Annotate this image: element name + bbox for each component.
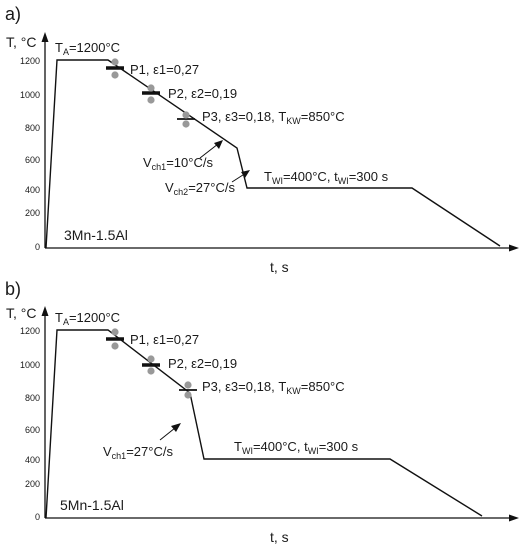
panel-b-pass-3-roll-bottom — [184, 391, 192, 399]
panel-a-x-axis-arrow — [509, 244, 519, 252]
panel-a-pass-3-label: P3, ε3=0,18, TKW=850°C — [202, 109, 345, 126]
panel-b-y-tick: 600 — [25, 425, 40, 435]
panel-b-pass-3-label: P3, ε3=0,18, TKW=850°C — [202, 379, 345, 396]
panel-a-pass-2-label: P2, ε2=0,19 — [168, 86, 237, 101]
panel-b-pass-1-marker — [106, 328, 124, 350]
panel-b-y-tick: 0 — [35, 512, 40, 522]
panel-b-pass-2-marker — [142, 355, 160, 375]
panel-a-cooling-rate-1-arrow — [199, 143, 219, 159]
panel-b-pass-1-roll-bottom — [111, 342, 119, 350]
panel-a-austenitization-label: TA=1200°C — [55, 40, 120, 57]
panel-a-pass-1-roll-top — [111, 58, 119, 66]
panel-a-pass-2-roll-bottom — [147, 96, 155, 104]
panel-a-cooling-rate-1-arrowhead — [214, 140, 223, 149]
panel-b-label: b) — [5, 279, 21, 299]
panel-a-y-tick: 0 — [35, 242, 40, 252]
panel-a-y-tick: 600 — [25, 155, 40, 165]
panel-b-y-axis-arrow — [41, 306, 49, 316]
panel-a-pass-1-label: P1, ε1=0,27 — [130, 62, 199, 77]
panel-a-y-axis-arrow — [41, 32, 49, 42]
panel-b-pass-1-label: P1, ε1=0,27 — [130, 332, 199, 347]
panel-a-y-tick: 200 — [25, 208, 40, 218]
panel-a-pass-3-roll-bottom — [182, 120, 190, 128]
panel-b-austenitization-label: TA=1200°C — [55, 310, 120, 327]
panel-b-material-label: 5Mn-1.5Al — [60, 497, 124, 513]
panel-b-pass-3-marker — [179, 381, 197, 399]
panel-a-x-axis-label: t, s — [270, 259, 289, 275]
panel-b: b) T, °C t, s 0 200 400 600 800 1000 120… — [5, 279, 519, 545]
panel-a-pass-3-roll-top — [182, 111, 190, 119]
panel-b-pass-2-label: P2, ε2=0,19 — [168, 356, 237, 371]
panel-b-pass-1-roll-top — [111, 328, 119, 336]
panel-a-y-ticks: 0 200 400 600 800 1000 1200 — [20, 56, 40, 252]
panel-a-pass-2-roll-top — [147, 84, 155, 92]
panel-b-y-tick: 1000 — [20, 360, 40, 370]
panel-b-y-ticks: 0 200 400 600 800 1000 1200 — [20, 326, 40, 522]
panel-a-y-axis-label: T, °C — [6, 34, 37, 50]
panel-b-process-curve — [45, 329, 483, 519]
panel-b-y-tick: 200 — [25, 479, 40, 489]
panel-a-y-tick: 1000 — [20, 90, 40, 100]
panel-a-cooling-rate-1-label: Vch1=10°C/s — [143, 155, 213, 172]
panel-a-material-label: 3Mn-1.5Al — [64, 227, 128, 243]
panel-a-pass-1-marker — [106, 58, 124, 79]
panel-a-y-tick: 800 — [25, 123, 40, 133]
panel-b-y-tick: 800 — [25, 393, 40, 403]
panel-b-x-axis-label: t, s — [270, 529, 289, 545]
panel-b-cooling-rate-1-arrowhead — [171, 423, 181, 432]
panel-b-cooling-rate-1-label: Vch1=27°C/s — [103, 444, 173, 461]
panel-a-label: a) — [5, 4, 21, 24]
panel-a-pass-2-marker — [142, 84, 160, 104]
panel-b-y-tick: 1200 — [20, 326, 40, 336]
panel-b-cooling-rate-1-arrow — [159, 427, 176, 441]
panel-b-pass-2-roll-bottom — [147, 367, 155, 375]
panel-a: a) T, °C t, s 0 200 400 600 800 1000 120… — [5, 4, 519, 275]
panel-a-process-curve — [45, 59, 501, 249]
panel-b-isothermal-label: TWI=400°C, tWI=300 s — [234, 439, 359, 456]
panel-a-y-tick: 1200 — [20, 56, 40, 66]
panel-a-isothermal-label: TWI=400°C, tWI=300 s — [264, 169, 389, 186]
panel-a-pass-3-marker — [177, 111, 195, 128]
panel-a-cooling-rate-2-arrowhead — [241, 170, 250, 178]
panel-a-y-tick: 400 — [25, 185, 40, 195]
panel-b-pass-2-roll-top — [147, 355, 155, 363]
panel-b-y-axis-label: T, °C — [6, 305, 37, 321]
panel-a-pass-1-roll-bottom — [111, 71, 119, 79]
panel-a-cooling-rate-2-label: Vch2=27°C/s — [165, 180, 235, 197]
panel-b-y-tick: 400 — [25, 455, 40, 465]
panel-b-x-axis-arrow — [509, 514, 519, 522]
panel-b-pass-3-roll-top — [184, 381, 192, 389]
